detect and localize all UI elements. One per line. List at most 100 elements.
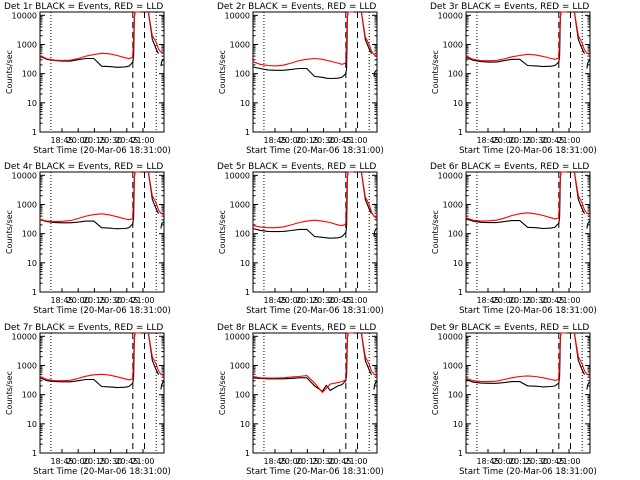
y-tick-label: 1 <box>32 449 37 458</box>
x-axis-label: Start Time (20-Mar-06 18:31:00) <box>459 306 597 316</box>
x-tick-label: 20:15 <box>296 136 319 145</box>
y-tick-label: 100 <box>22 230 37 239</box>
y-tick-label: 1000 <box>443 40 463 49</box>
chart-title: Det 8r BLACK = Events, RED = LLD <box>217 323 376 333</box>
y-tick-label: 1 <box>32 128 37 137</box>
y-tick-label: 10 <box>453 420 463 429</box>
x-tick-label: 20:45 <box>115 457 138 466</box>
y-tick-label: 1000 <box>17 361 37 370</box>
chart-panel: Det 3r BLACK = Events, RED = LLD 1 10 100 10… <box>430 2 597 156</box>
chart-panel: Det 5r BLACK = Events, RED = LLD 1 10 100 10… <box>217 162 384 316</box>
x-tick-label: 20:15 <box>509 296 532 305</box>
x-tick-label: 18:45 <box>476 296 499 305</box>
y-tick-label: 1 <box>458 449 463 458</box>
y-tick-label: 10 <box>453 259 463 268</box>
y-tick-label: 100 <box>235 70 250 79</box>
x-tick-label: 18:45 <box>50 136 73 145</box>
x-tick-label: 20:00 <box>280 457 303 466</box>
chart-panel: Det 4r BLACK = Events, RED = LLD 1 10 100 10… <box>4 162 171 316</box>
chart-title: Det 3r BLACK = Events, RED = LLD <box>430 2 589 12</box>
x-axis-label: Start Time (20-Mar-06 18:31:00) <box>459 146 597 156</box>
y-axis-label: Counts/sec <box>431 371 440 415</box>
x-tick-label: 20:30 <box>525 136 548 145</box>
x-tick-label: 21:00 <box>344 136 367 145</box>
y-tick-label: 10 <box>240 420 250 429</box>
y-tick-label: 10 <box>453 99 463 108</box>
x-tick-label: 20:15 <box>509 136 532 145</box>
x-tick-label: 18:45 <box>263 296 286 305</box>
plot-frame <box>252 171 378 293</box>
y-axis-label: Counts/sec <box>218 210 227 254</box>
y-tick-label: 10000 <box>225 11 250 20</box>
y-axis-label: Counts/sec <box>431 50 440 94</box>
x-axis-label: Start Time (20-Mar-06 18:31:00) <box>459 467 597 477</box>
y-tick-label: 10000 <box>12 11 37 20</box>
x-tick-label: 18:45 <box>263 457 286 466</box>
x-tick-label: 20:30 <box>525 296 548 305</box>
x-tick-label: 18:45 <box>476 136 499 145</box>
events-series-line <box>465 171 590 230</box>
plot-frame <box>465 11 591 133</box>
x-tick-label: 20:00 <box>67 136 90 145</box>
x-tick-label: 20:15 <box>83 136 106 145</box>
x-tick-label: 20:30 <box>99 136 122 145</box>
lld-series-line <box>465 332 591 383</box>
y-tick-label: 1 <box>458 288 463 297</box>
events-series-line <box>39 11 164 68</box>
y-tick-label: 10 <box>27 259 37 268</box>
x-tick-label: 20:30 <box>525 457 548 466</box>
chart-panel: Det 1r BLACK = Events, RED = LLD 1 10 100 10… <box>4 2 171 156</box>
lld-series-line <box>252 332 378 394</box>
plot-frame <box>39 171 165 293</box>
x-tick-label: 20:45 <box>115 136 138 145</box>
plot-frame <box>39 332 165 454</box>
x-axis-label: Start Time (20-Mar-06 18:31:00) <box>246 306 384 316</box>
y-tick-label: 10000 <box>438 171 463 180</box>
y-tick-label: 10 <box>240 99 250 108</box>
plot-frame <box>252 11 378 133</box>
x-tick-label: 21:00 <box>557 296 580 305</box>
x-tick-label: 20:45 <box>541 136 564 145</box>
y-tick-label: 100 <box>235 391 250 400</box>
y-tick-label: 10000 <box>438 332 463 341</box>
events-series-line <box>252 11 377 80</box>
chart-title: Det 9r BLACK = Events, RED = LLD <box>430 323 589 333</box>
x-tick-label: 20:00 <box>280 136 303 145</box>
x-tick-label: 18:45 <box>476 457 499 466</box>
y-tick-label: 100 <box>235 230 250 239</box>
x-axis-label: Start Time (20-Mar-06 18:31:00) <box>33 306 171 316</box>
chart-title: Det 5r BLACK = Events, RED = LLD <box>217 162 376 172</box>
x-tick-label: 20:00 <box>493 457 516 466</box>
chart-title: Det 1r BLACK = Events, RED = LLD <box>4 2 163 12</box>
y-tick-label: 1 <box>458 128 463 137</box>
y-tick-label: 1 <box>245 288 250 297</box>
y-axis-label: Counts/sec <box>218 50 227 94</box>
chart-panel: Det 2r BLACK = Events, RED = LLD 1 10 100 10… <box>217 2 384 156</box>
chart-title: Det 4r BLACK = Events, RED = LLD <box>4 162 163 172</box>
y-tick-label: 1 <box>32 288 37 297</box>
events-series-line <box>252 332 377 393</box>
y-tick-label: 1000 <box>230 40 250 49</box>
x-tick-label: 20:15 <box>509 457 532 466</box>
y-tick-label: 10000 <box>12 332 37 341</box>
lld-series-line <box>252 171 378 229</box>
y-axis-label: Counts/sec <box>5 50 14 94</box>
y-tick-label: 100 <box>448 391 463 400</box>
x-tick-label: 21:00 <box>344 457 367 466</box>
chart-title: Det 6r BLACK = Events, RED = LLD <box>430 162 589 172</box>
y-tick-label: 1000 <box>17 40 37 49</box>
chart-panel: Det 8r BLACK = Events, RED = LLD 1 10 100 10… <box>217 323 384 477</box>
y-tick-label: 1000 <box>230 200 250 209</box>
y-tick-label: 100 <box>22 391 37 400</box>
chart-panel: Det 7r BLACK = Events, RED = LLD 1 10 100 10… <box>4 323 171 477</box>
x-axis-label: Start Time (20-Mar-06 18:31:00) <box>33 146 171 156</box>
x-tick-label: 21:00 <box>344 296 367 305</box>
lld-series-line <box>465 171 591 222</box>
x-tick-label: 20:45 <box>541 457 564 466</box>
y-tick-label: 10 <box>27 420 37 429</box>
x-tick-label: 21:00 <box>557 457 580 466</box>
events-series-line <box>465 332 590 390</box>
plot-frame <box>465 171 591 293</box>
plot-frame <box>252 332 378 454</box>
y-axis-label: Counts/sec <box>5 210 14 254</box>
